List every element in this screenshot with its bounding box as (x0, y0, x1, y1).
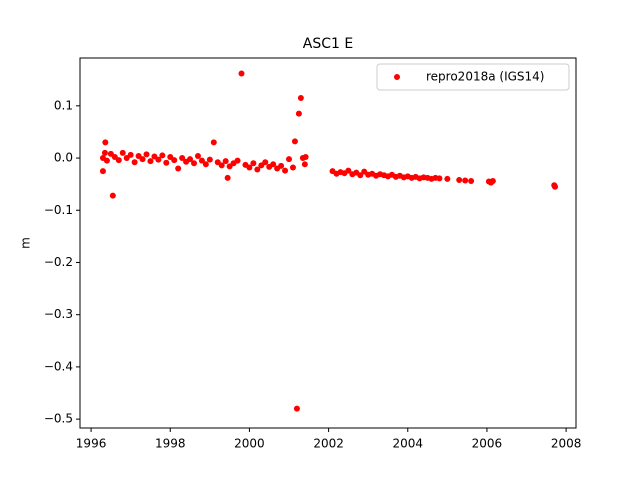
y-tick-label: −0.5 (44, 412, 73, 426)
x-tick-label: 2008 (551, 437, 582, 451)
point (163, 159, 170, 166)
point (291, 138, 298, 145)
point (444, 175, 451, 182)
point (99, 168, 106, 175)
point (115, 157, 122, 164)
point (234, 157, 241, 164)
point (301, 161, 308, 168)
point (119, 149, 126, 156)
point (222, 158, 229, 165)
point (238, 70, 245, 77)
point (179, 155, 186, 162)
point (552, 183, 559, 190)
y-tick-label: −0.1 (44, 203, 73, 217)
point (159, 152, 166, 159)
point (456, 176, 463, 183)
point (462, 177, 469, 184)
point (127, 151, 134, 158)
point (194, 152, 201, 159)
y-tick-label: 0.1 (54, 98, 73, 112)
point (299, 155, 306, 162)
point (297, 94, 304, 101)
point (282, 167, 289, 174)
point (191, 160, 198, 167)
x-tick-label: 1996 (76, 437, 107, 451)
point (155, 156, 162, 163)
x-tick-label: 2004 (392, 437, 423, 451)
point (357, 172, 364, 179)
point (278, 162, 285, 169)
y-axis-label: m (19, 237, 33, 249)
y-tick-label: 0.0 (54, 151, 73, 165)
point (262, 159, 269, 166)
point (224, 174, 231, 181)
chart-title: ASC1 E (303, 36, 353, 52)
y-tick-label: −0.2 (44, 255, 73, 269)
point (175, 165, 182, 172)
point (202, 161, 209, 168)
legend-label: repro2018a (IGS14) (426, 70, 544, 84)
point (147, 158, 154, 165)
point (102, 139, 109, 146)
x-tick-label: 2002 (313, 437, 344, 451)
point (101, 149, 108, 156)
point (295, 110, 302, 117)
point (286, 156, 293, 163)
point (103, 157, 110, 164)
point (293, 405, 300, 412)
x-tick-label: 2000 (234, 437, 265, 451)
point (218, 162, 225, 169)
point (246, 164, 253, 171)
point (289, 164, 296, 171)
point (254, 166, 261, 173)
point (210, 139, 217, 146)
point (198, 157, 205, 164)
point (171, 157, 178, 164)
plot-frame (79, 57, 577, 429)
point (270, 161, 277, 168)
point (139, 156, 146, 163)
x-tick-label: 1998 (155, 437, 186, 451)
point (206, 156, 213, 163)
point (468, 178, 475, 185)
point (109, 192, 116, 199)
point (250, 160, 257, 167)
legend-marker (394, 74, 400, 80)
y-tick-label: −0.3 (44, 307, 73, 321)
x-tick-label: 2006 (472, 437, 503, 451)
point (489, 178, 496, 185)
point (143, 151, 150, 158)
point (131, 159, 138, 166)
y-tick-label: −0.4 (44, 359, 73, 373)
legend-box (376, 63, 570, 91)
point (345, 167, 352, 174)
point (187, 156, 194, 163)
point (436, 175, 443, 182)
